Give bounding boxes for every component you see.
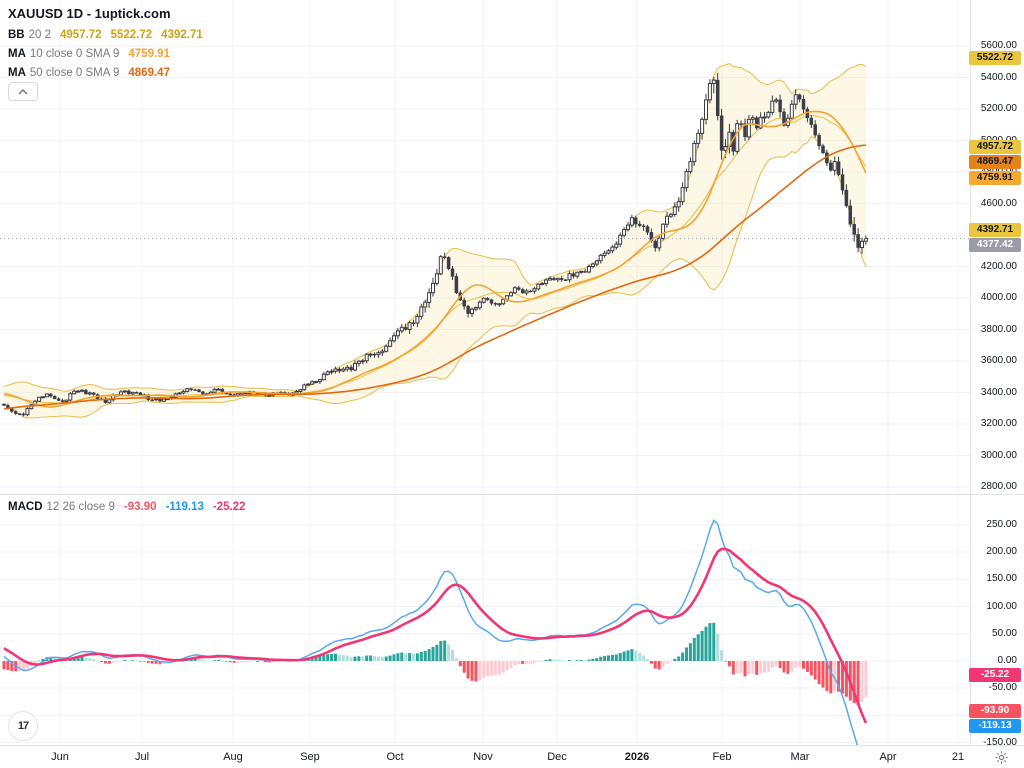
time-tick-dec[interactable]: Dec (547, 751, 567, 763)
time-tick-2026[interactable]: 2026 (624, 751, 650, 763)
indicator-params: 10 close 0 SMA 9 (29, 48, 120, 60)
indicator-value: 4869.47 (128, 67, 170, 79)
ma50-badge: 4869.47 (969, 154, 1021, 169)
bb-basis-badge: 4957.72 (969, 139, 1021, 154)
macd-signal-badge: -25.22 (969, 667, 1021, 682)
settings-gear-button[interactable] (993, 749, 1009, 765)
indicator-value: 5522.72 (110, 29, 153, 41)
macd-axis-label: 50.00 (991, 627, 1017, 639)
price-axis-label: 4600.00 (980, 197, 1017, 209)
bb-lower-badge: 4392.71 (969, 222, 1021, 237)
price-axis-label: 2800.00 (980, 481, 1017, 492)
last-price-badge: 4377.42 (969, 237, 1021, 252)
price-axis-label: 5400.00 (980, 71, 1017, 83)
macd-params: 12 26 close 9 (46, 501, 115, 513)
time-tick-mar[interactable]: Mar (790, 751, 810, 763)
macd-value: -119.13 (165, 501, 204, 513)
indicator-name: BB (8, 29, 25, 41)
bb-upper-badge: 5522.72 (969, 51, 1021, 66)
price-axis-label: 3800.00 (980, 323, 1017, 335)
price-axis-label: 5600.00 (980, 40, 1017, 51)
pane-divider[interactable] (0, 494, 1024, 495)
time-tick-21[interactable]: 21 (951, 751, 965, 763)
time-tick-oct[interactable]: Oct (386, 751, 404, 763)
indicator-value: 4759.91 (128, 48, 170, 60)
time-tick-jun[interactable]: Jun (51, 751, 69, 763)
price-axis-label: 3400.00 (980, 386, 1017, 398)
indicator-value: 4392.71 (161, 29, 203, 41)
tradingview-logo[interactable]: 17 (8, 711, 38, 741)
indicator-row-ma-1[interactable]: MA 10 close 0 SMA 9 4759.91 (8, 45, 203, 64)
price-axis-label: 3200.00 (980, 418, 1017, 429)
indicator-row-ma-2[interactable]: MA 50 close 0 SMA 9 4869.47 (8, 64, 203, 83)
chevron-up-icon (18, 88, 28, 95)
time-tick-sep[interactable]: Sep (300, 751, 320, 763)
collapse-indicators-button[interactable] (8, 82, 38, 101)
price-axis-label: 3600.00 (980, 355, 1017, 366)
macd-label: MACD (8, 501, 43, 513)
macd-axis-label: 0.00 (997, 655, 1017, 666)
macd-axis-label: 100.00 (986, 600, 1017, 612)
main-legend: XAUUSD 1D - 1uptick.com BB 20 2 4957.72 552… (8, 6, 203, 83)
price-axis[interactable]: 2800.00 3000.00 3200.00 3400.00 3600.00 3800.… (969, 0, 1024, 748)
indicator-params: 20 2 (28, 29, 52, 41)
price-chart-canvas[interactable] (0, 0, 1024, 745)
macd-hist-badge: -93.90 (969, 704, 1021, 719)
macd-axis-label: 200.00 (986, 546, 1017, 558)
time-tick-jul[interactable]: Jul (134, 751, 150, 763)
gear-icon (994, 750, 1008, 764)
macd-legend[interactable]: MACD 12 26 close 9 -93.90 -119.13 -25.22 (8, 498, 246, 517)
symbol-title[interactable]: XAUUSD 1D - 1uptick.com (8, 6, 171, 21)
indicator-row-bb-0[interactable]: BB 20 2 4957.72 5522.72 4392.71 (8, 26, 203, 45)
time-axis[interactable]: Jun Jul Aug Sep Oct Nov Dec 2026 Feb Mar Apr 21 (0, 745, 1024, 768)
time-tick-feb[interactable]: Feb (712, 751, 732, 763)
price-axis-label: 3000.00 (980, 449, 1017, 461)
macd-axis-label: -50.00 (988, 682, 1017, 694)
price-axis-label: 4200.00 (980, 260, 1017, 272)
indicator-value: 4957.72 (60, 29, 102, 41)
time-tick-apr[interactable]: Apr (879, 751, 897, 763)
indicator-name: MA (8, 48, 26, 60)
price-axis-label: 5200.00 (980, 103, 1017, 114)
price-axis-label: 4000.00 (980, 292, 1017, 303)
indicator-name: MA (8, 67, 26, 79)
macd-axis-label: 150.00 (986, 573, 1017, 585)
macd-value: -93.90 (123, 501, 157, 513)
indicator-params: 50 close 0 SMA 9 (29, 67, 120, 79)
macd-value: -25.22 (212, 501, 246, 513)
macd-axis-label: 250.00 (986, 519, 1017, 530)
time-tick-aug[interactable]: Aug (223, 751, 243, 763)
macd-line-badge: -119.13 (969, 719, 1021, 734)
macd-axis-label: -150.00 (983, 736, 1017, 748)
ma10-badge: 4759.91 (969, 171, 1021, 186)
time-tick-nov[interactable]: Nov (473, 751, 493, 763)
